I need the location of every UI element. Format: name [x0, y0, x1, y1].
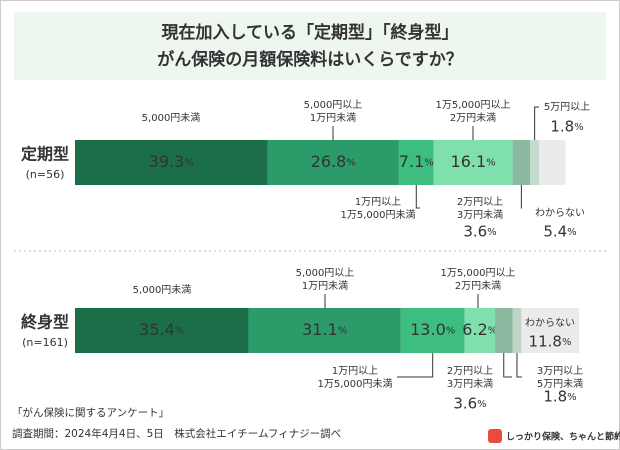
group-n: (n=161): [22, 336, 68, 349]
segment-label: 1万5,000円以上: [441, 267, 516, 279]
value-unit: %: [346, 158, 356, 169]
segment-label: 1万5,000円未満: [341, 209, 416, 221]
value-label: 1.8%: [550, 118, 583, 136]
value-label: 7.1%: [399, 152, 434, 171]
group-label: 終身型: [21, 313, 69, 332]
value-label: 3.6%: [463, 223, 496, 241]
value-unit: %: [446, 326, 456, 337]
bar-segment: [400, 308, 465, 353]
value-unit: %: [567, 392, 577, 403]
title-box: [14, 12, 606, 80]
title: がん保険の月額保険料はいくらですか？: [157, 49, 463, 70]
logo-icon: [488, 429, 502, 443]
value-label: 39.3%: [149, 152, 194, 171]
segment-label: 1万5,000円未満: [318, 378, 393, 390]
bar-segment: [521, 308, 580, 353]
value-label: 5.4%: [543, 223, 576, 241]
bar-segment: [494, 308, 513, 353]
segment-label: 1万円未満: [302, 280, 348, 292]
leader: [520, 185, 522, 209]
value-label: 6.2%: [462, 320, 497, 339]
value-label: 26.8%: [311, 152, 356, 171]
segment-label: 3万円未満: [457, 209, 503, 221]
segment-label: 1万5,000円以上: [436, 99, 511, 111]
group-label: 定期型: [20, 145, 69, 164]
value-label: 35.4%: [139, 320, 184, 339]
value-label: 3.6%: [453, 395, 486, 413]
value-unit: %: [424, 158, 434, 169]
segment-label: 1万円以上: [332, 365, 378, 377]
bar-segment: [398, 140, 434, 185]
value-label: 1.8%: [543, 388, 576, 406]
value-unit: %: [338, 326, 348, 337]
bar-segment: [248, 308, 401, 353]
value-unit: %: [488, 326, 498, 337]
segment-label: 2万円未満: [455, 280, 501, 292]
bar-segment: [433, 140, 513, 185]
value-label: 13.0%: [410, 320, 455, 339]
leader: [415, 185, 420, 209]
segment-label: 2万円以上: [447, 365, 493, 377]
bar-segment: [512, 308, 522, 353]
source: 「がん保険に関するアンケート」: [12, 406, 169, 419]
segment-label: わからない: [525, 317, 575, 329]
value-unit: %: [477, 399, 487, 410]
logo: しっかり保険、ちゃんと節約。: [506, 431, 620, 443]
segment-label: 5,000円未満: [133, 284, 192, 296]
segment-label: 3万円未満: [447, 378, 493, 390]
value-unit: %: [487, 227, 497, 238]
leader: [534, 106, 539, 140]
title: 現在加入している「定期型」「終身型」: [162, 22, 459, 43]
value-unit: %: [184, 158, 194, 169]
value-unit: %: [486, 158, 496, 169]
bar-segment: [267, 140, 399, 185]
value-label: 31.1%: [302, 320, 347, 339]
segment-label: 1万円未満: [310, 112, 356, 124]
leader: [516, 353, 522, 378]
value-unit: %: [567, 227, 577, 238]
segment-label: 5万円以上: [544, 101, 590, 113]
value-unit: %: [562, 337, 572, 348]
segment-label: 5,000円以上: [304, 99, 363, 111]
bar-segment: [75, 140, 268, 185]
leader: [397, 353, 434, 378]
segment-label: 5,000円以上: [296, 267, 355, 279]
group-n: (n=56): [26, 168, 65, 181]
value-label: 11.8%: [529, 333, 572, 351]
bar-segment: [539, 140, 566, 185]
segment-label: わからない: [535, 207, 585, 219]
segment-label: 5万円未満: [537, 378, 583, 390]
bar-segment: [530, 140, 540, 185]
value-unit: %: [574, 122, 584, 133]
bar-segment: [464, 308, 495, 353]
leader: [503, 353, 512, 378]
segment-label: 2万円以上: [457, 196, 503, 208]
bar-segment: [75, 308, 249, 353]
segment-label: 3万円以上: [537, 365, 583, 377]
bar-segment: [512, 140, 531, 185]
value-label: 16.1%: [451, 152, 496, 171]
segment-label: 1万円以上: [355, 196, 401, 208]
value-unit: %: [175, 326, 185, 337]
segment-label: 5,000円未満: [142, 112, 201, 124]
segment-label: 2万円未満: [450, 112, 496, 124]
period: 調査期間：2024年4月4日、5日 株式会社エイチームフィナジー調べ: [12, 427, 341, 440]
